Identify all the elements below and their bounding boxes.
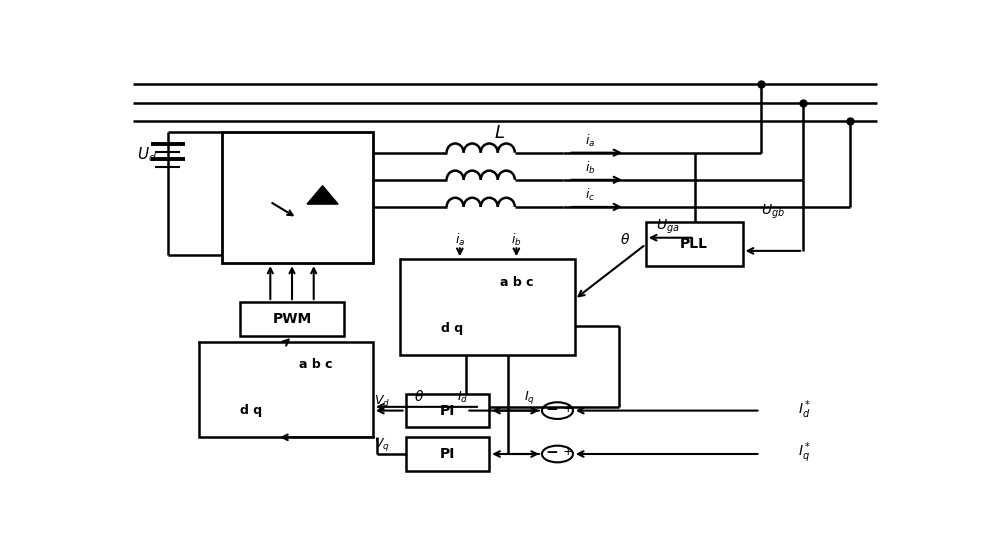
Text: $I_q^*$: $I_q^*$ [798, 441, 811, 465]
Text: +: + [562, 445, 573, 458]
Text: $U_{gb}$: $U_{gb}$ [761, 203, 785, 221]
Text: $I_q$: $I_q$ [524, 389, 535, 406]
Text: $L$: $L$ [494, 125, 505, 143]
Text: d q: d q [240, 404, 262, 417]
Text: $i_b$: $i_b$ [511, 231, 522, 248]
Text: $U_{ga}$: $U_{ga}$ [656, 218, 679, 236]
Text: −: − [546, 445, 558, 460]
Text: $V_q$: $V_q$ [374, 436, 390, 453]
Text: $I_d^*$: $I_d^*$ [798, 398, 811, 421]
Text: PWM: PWM [272, 312, 312, 326]
Text: $i_a$: $i_a$ [455, 231, 465, 248]
Text: PLL: PLL [680, 237, 708, 251]
Bar [406, 394, 489, 427]
Bar [222, 132, 373, 263]
Text: $\theta$: $\theta$ [414, 389, 425, 404]
Bar [646, 222, 743, 266]
Bar [240, 302, 344, 336]
Text: −: − [546, 402, 558, 417]
Text: +: + [562, 402, 573, 415]
Text: $i_c$: $i_c$ [585, 187, 595, 203]
Text: d q: d q [441, 322, 464, 335]
Bar [400, 259, 574, 355]
Text: $i_b$: $i_b$ [585, 160, 595, 176]
Bar [199, 342, 373, 437]
Text: a b c: a b c [500, 276, 534, 289]
Text: $U_d$: $U_d$ [137, 145, 157, 164]
Bar [406, 437, 489, 470]
Text: $V_d$: $V_d$ [374, 394, 390, 409]
Text: $I_d$: $I_d$ [457, 390, 468, 405]
Polygon shape [307, 186, 338, 204]
Text: PI: PI [440, 447, 455, 461]
Text: $i_a$: $i_a$ [585, 133, 595, 149]
Text: a b c: a b c [299, 358, 332, 371]
Text: $\theta$: $\theta$ [620, 232, 630, 247]
Text: PI: PI [440, 404, 455, 417]
